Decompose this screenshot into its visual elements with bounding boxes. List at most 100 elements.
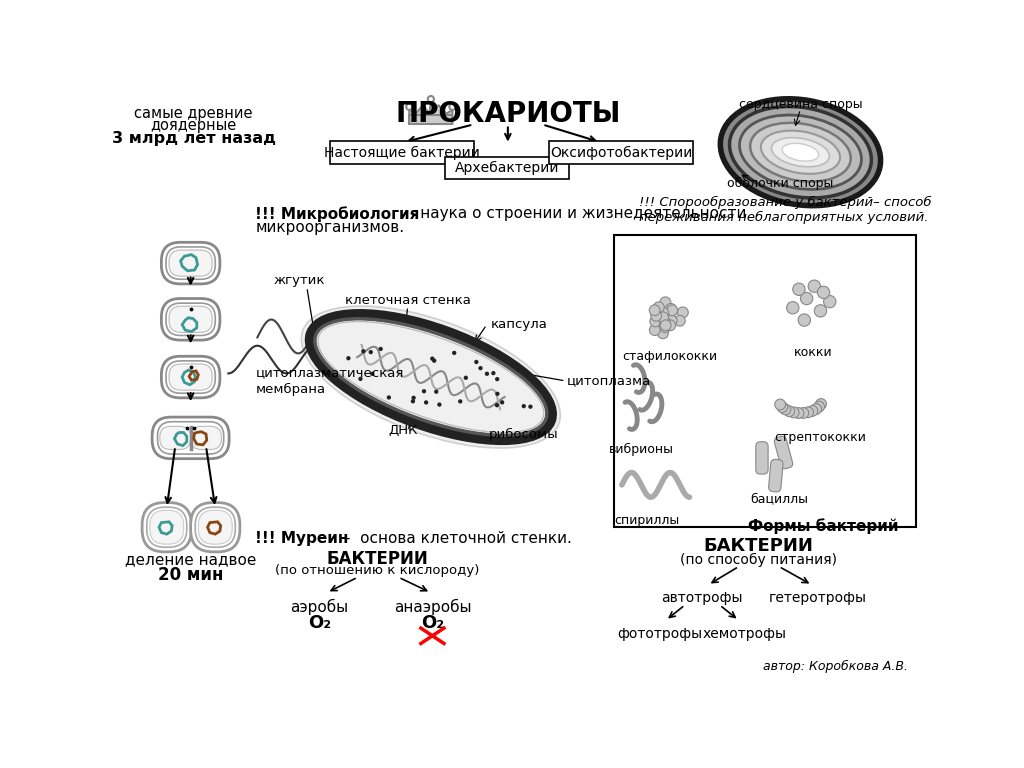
FancyBboxPatch shape [150, 510, 183, 545]
FancyBboxPatch shape [190, 426, 221, 449]
Text: автотрофы: автотрофы [662, 591, 742, 605]
Text: !!! Муреин: !!! Муреин [255, 531, 349, 546]
Circle shape [361, 349, 366, 353]
Circle shape [649, 325, 660, 336]
Text: фототрофы: фототрофы [617, 627, 702, 641]
Text: деление надвое: деление надвое [125, 553, 256, 568]
Circle shape [667, 316, 677, 326]
Text: БАКТЕРИИ: БАКТЕРИИ [326, 551, 428, 568]
Circle shape [650, 316, 660, 327]
Text: оболочки споры: оболочки споры [727, 177, 834, 190]
Circle shape [387, 396, 391, 399]
Circle shape [434, 389, 438, 394]
Circle shape [495, 377, 500, 381]
Circle shape [793, 283, 805, 296]
Text: кокки: кокки [794, 346, 833, 359]
FancyBboxPatch shape [199, 510, 232, 545]
Text: (по отношению к кислороду): (по отношению к кислороду) [274, 564, 479, 578]
FancyBboxPatch shape [169, 364, 212, 390]
Circle shape [808, 280, 820, 293]
Text: самые древние: самые древние [134, 106, 253, 121]
FancyBboxPatch shape [162, 243, 220, 284]
Circle shape [814, 305, 826, 317]
Circle shape [458, 399, 463, 403]
Text: бациллы: бациллы [751, 492, 809, 505]
Text: доядерные: доядерные [151, 118, 237, 134]
FancyBboxPatch shape [769, 459, 783, 492]
Text: клеточная стенка: клеточная стенка [345, 293, 471, 306]
FancyBboxPatch shape [410, 115, 453, 124]
Circle shape [521, 404, 526, 409]
Circle shape [474, 359, 478, 364]
Circle shape [798, 408, 809, 419]
Circle shape [528, 405, 532, 409]
Ellipse shape [720, 99, 881, 206]
Circle shape [411, 399, 415, 403]
Circle shape [788, 407, 799, 418]
FancyBboxPatch shape [169, 250, 212, 276]
Circle shape [422, 389, 426, 393]
Text: капсула: капсула [490, 318, 548, 331]
Circle shape [651, 309, 663, 319]
Circle shape [786, 302, 799, 314]
FancyBboxPatch shape [774, 436, 793, 468]
Text: О₂: О₂ [421, 614, 444, 632]
FancyBboxPatch shape [166, 303, 215, 336]
FancyBboxPatch shape [162, 299, 220, 340]
Ellipse shape [751, 123, 851, 182]
Circle shape [484, 372, 489, 376]
Text: хемотрофы: хемотрофы [703, 627, 787, 641]
Text: Оксифотобактерии: Оксифотобактерии [550, 146, 692, 160]
Circle shape [777, 402, 787, 412]
Text: аэробы: аэробы [290, 599, 348, 615]
Circle shape [783, 406, 795, 416]
Text: (по способу питания): (по способу питания) [680, 553, 837, 567]
Circle shape [660, 320, 671, 331]
Circle shape [659, 316, 670, 327]
Circle shape [663, 314, 674, 325]
Circle shape [478, 366, 482, 370]
Circle shape [649, 305, 660, 316]
Circle shape [432, 359, 436, 362]
FancyBboxPatch shape [153, 417, 229, 458]
Circle shape [496, 392, 500, 396]
FancyBboxPatch shape [190, 502, 240, 552]
Circle shape [801, 293, 813, 305]
Circle shape [657, 312, 669, 323]
Circle shape [814, 401, 824, 412]
FancyBboxPatch shape [196, 507, 236, 548]
Circle shape [358, 377, 362, 381]
FancyBboxPatch shape [158, 422, 223, 454]
Circle shape [452, 351, 457, 355]
Ellipse shape [729, 107, 871, 198]
Text: Настоящие бактерии: Настоящие бактерии [324, 146, 479, 160]
Text: стафилококки: стафилококки [622, 350, 717, 363]
Text: БАКТЕРИИ: БАКТЕРИИ [703, 538, 813, 555]
Circle shape [424, 400, 428, 405]
Circle shape [437, 402, 441, 407]
Polygon shape [410, 102, 453, 124]
Text: гетеротрофы: гетеротрофы [769, 591, 867, 605]
Circle shape [667, 305, 678, 316]
Circle shape [665, 320, 676, 331]
Text: Архебактерии: Архебактерии [455, 161, 559, 175]
Circle shape [495, 403, 499, 407]
FancyBboxPatch shape [162, 356, 220, 398]
Text: ПРОКАРИОТЫ: ПРОКАРИОТЫ [395, 100, 621, 127]
Circle shape [823, 296, 836, 308]
Circle shape [450, 104, 456, 110]
Circle shape [664, 313, 674, 324]
Text: Формы бактерий: Формы бактерий [749, 518, 899, 534]
Text: стрептококки: стрептококки [774, 431, 865, 444]
Ellipse shape [314, 319, 547, 435]
Text: вибрионы: вибрионы [608, 442, 674, 455]
Circle shape [667, 306, 677, 316]
Circle shape [665, 314, 676, 325]
Circle shape [660, 297, 671, 308]
Circle shape [807, 406, 818, 416]
FancyBboxPatch shape [166, 361, 215, 393]
FancyBboxPatch shape [445, 157, 568, 179]
FancyBboxPatch shape [142, 502, 191, 552]
Circle shape [428, 96, 434, 102]
FancyBboxPatch shape [146, 507, 186, 548]
